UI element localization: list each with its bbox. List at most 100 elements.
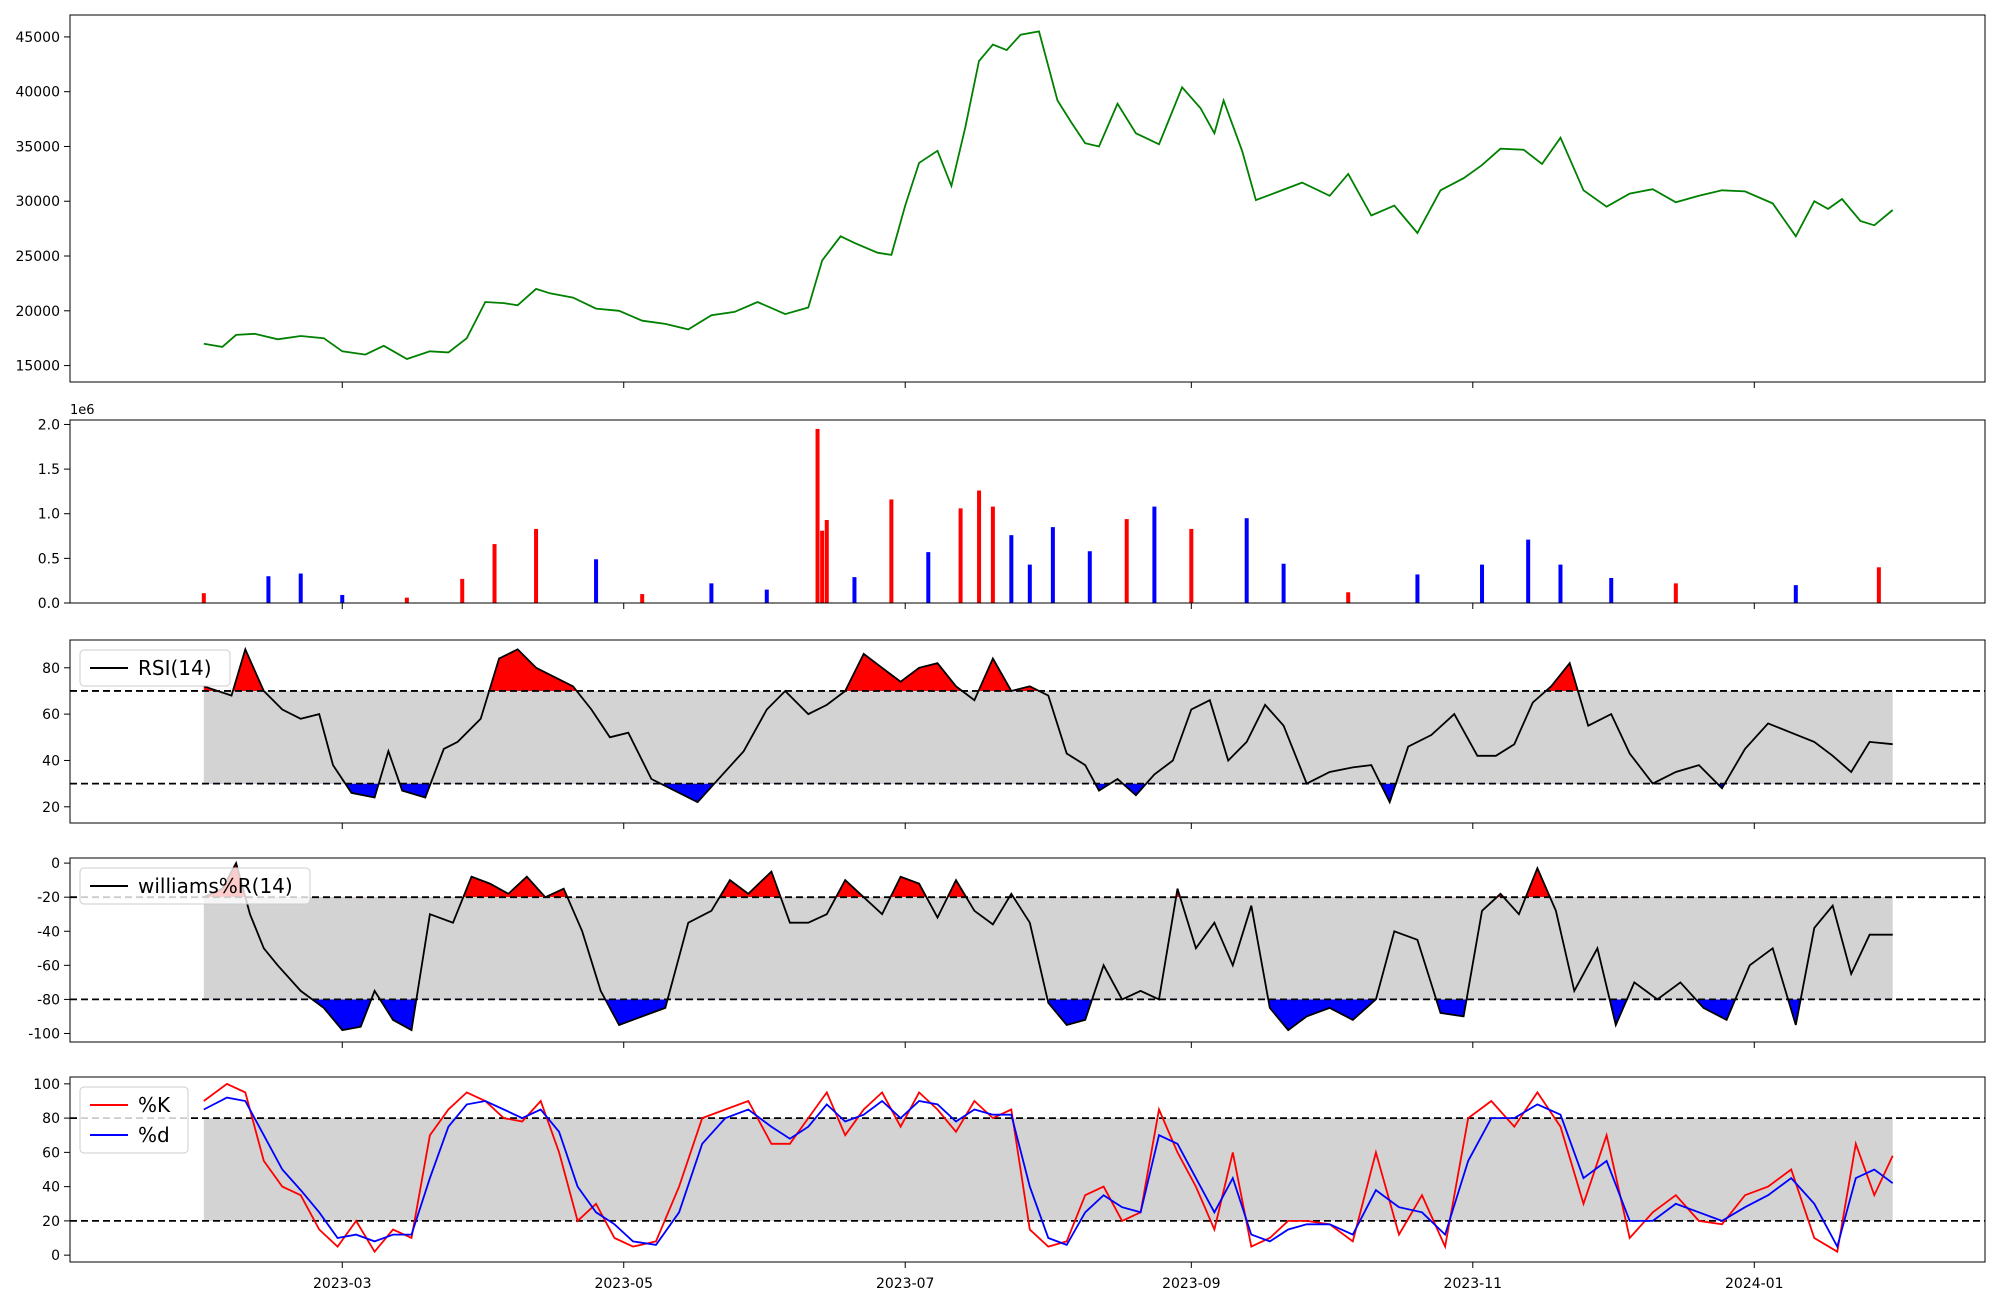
panel-4: 0 20 40 60 80 100 %K %d 2023-03 2023-05 2023-07 202… — [33, 1076, 1986, 1292]
volume-bar — [889, 499, 894, 603]
volume-bar — [1152, 506, 1157, 603]
y-tick-label: 100 — [33, 1077, 60, 1093]
legend-box — [79, 649, 231, 687]
y-tick-label: 1.5 — [38, 462, 60, 478]
x-tick-label: 2023-09 — [1162, 1276, 1221, 1292]
y-tick-label: -20 — [37, 890, 60, 906]
plot-frame — [69, 639, 1986, 824]
y-tick-label: 40 — [42, 753, 60, 769]
plot-frame — [69, 14, 1986, 383]
x-tick-label: 2024-01 — [1725, 1276, 1784, 1292]
volume-bar — [1346, 592, 1351, 603]
volume-bar — [926, 552, 931, 603]
y-tick-label: 60 — [42, 707, 60, 723]
neutral-band — [203, 690, 1893, 784]
volume-bar — [1673, 583, 1678, 603]
volume-bar — [977, 490, 982, 603]
y-tick-label: 20000 — [15, 304, 60, 320]
y-tick-label: 40000 — [15, 85, 60, 101]
panel-0: 15000 20000 25000 30000 35000 40000 45000 — [15, 14, 1986, 388]
legend-label: williams%R(14) — [138, 874, 293, 898]
y-tick-label: 20 — [42, 1214, 60, 1230]
panel-2: 20 40 60 80 RSI(14) — [42, 639, 1986, 829]
volume-bar — [824, 519, 829, 603]
y-tick-label: 0.0 — [38, 596, 60, 612]
volume-bar — [820, 530, 825, 603]
x-tick-label: 2023-07 — [876, 1276, 935, 1292]
overbought-area — [203, 649, 1578, 691]
volume-bar — [266, 576, 271, 603]
volume-bar — [1087, 551, 1092, 603]
y-tick-label: -40 — [37, 924, 60, 940]
k-line — [203, 1082, 1894, 1254]
oversold-area — [312, 999, 1801, 1031]
volume-bar — [1050, 527, 1055, 603]
legend: %K %d — [79, 1086, 189, 1154]
volume-bar — [1027, 564, 1032, 603]
y-tick-label: 0 — [51, 856, 60, 872]
volume-bar — [340, 594, 345, 603]
y-tick-label: 45000 — [15, 30, 60, 46]
plot-frame — [69, 419, 1986, 604]
y-tick-label: 15000 — [15, 359, 60, 375]
y-tick-label: 25000 — [15, 249, 60, 265]
y-tick-label: 0 — [51, 1248, 60, 1264]
y-tick-label: -60 — [37, 958, 60, 974]
legend-label: %d — [138, 1123, 170, 1147]
volume-bar — [201, 593, 206, 603]
volume-bar — [460, 578, 465, 603]
indicator-line — [203, 646, 1893, 805]
y-tick-label: 30000 — [15, 194, 60, 210]
y-tick-label: 1.0 — [38, 507, 60, 523]
volume-bar — [815, 428, 820, 603]
legend: williams%R(14) — [79, 867, 311, 905]
neutral-band — [203, 1118, 1893, 1221]
volume-bar — [990, 506, 995, 603]
volume-bar — [1876, 567, 1881, 603]
x-tick-label: 2023-03 — [313, 1276, 372, 1292]
volume-bar — [1793, 585, 1798, 603]
volume-bar — [1009, 535, 1014, 603]
y-tick-label: 80 — [42, 661, 60, 677]
volume-bar — [1526, 539, 1531, 603]
overbought-area — [203, 863, 1550, 898]
y-tick-label: 2.0 — [38, 417, 60, 433]
axis-multiplier: 1e6 — [70, 403, 95, 418]
y-tick-label: 40 — [42, 1180, 60, 1196]
legend-label: RSI(14) — [138, 656, 212, 680]
volume-bar — [852, 577, 857, 603]
legend-box — [79, 867, 311, 905]
volume-bar — [298, 573, 303, 603]
volume-bar — [709, 583, 714, 603]
y-tick-label: 80 — [42, 1111, 60, 1127]
legend: RSI(14) — [79, 649, 231, 687]
volume-bar — [1244, 518, 1249, 603]
plot-frame — [69, 1076, 1986, 1263]
volume-bar — [404, 597, 409, 603]
d-line — [203, 1096, 1894, 1250]
volume-bar — [958, 508, 963, 603]
volume-bar — [492, 544, 497, 603]
legend-label: %K — [138, 1093, 171, 1117]
indicator-line — [203, 860, 1893, 1032]
y-tick-label: 60 — [42, 1145, 60, 1161]
volume-bar — [594, 559, 599, 603]
volume-bar — [764, 589, 769, 603]
volume-bar — [1281, 563, 1286, 603]
volume-bar — [534, 528, 539, 603]
panel-3: -100 -80 -60 -40 -20 0 williams%R(14) — [28, 856, 1986, 1048]
volume-bar — [640, 594, 645, 603]
price-line — [203, 30, 1894, 360]
y-tick-label: 35000 — [15, 139, 60, 155]
legend-box — [79, 1086, 189, 1154]
volume-bar — [1558, 564, 1563, 603]
panel-1: 0.0 0.5 1.0 1.5 2.0 1e6 — [38, 403, 1986, 612]
y-tick-label: 20 — [42, 800, 60, 816]
x-tick-label: 2023-11 — [1444, 1276, 1503, 1292]
y-tick-label: 0.5 — [38, 551, 60, 567]
volume-bar — [1480, 564, 1485, 603]
volume-bar — [1609, 578, 1614, 603]
neutral-band — [203, 897, 1893, 1000]
y-tick-label: -80 — [37, 992, 60, 1008]
